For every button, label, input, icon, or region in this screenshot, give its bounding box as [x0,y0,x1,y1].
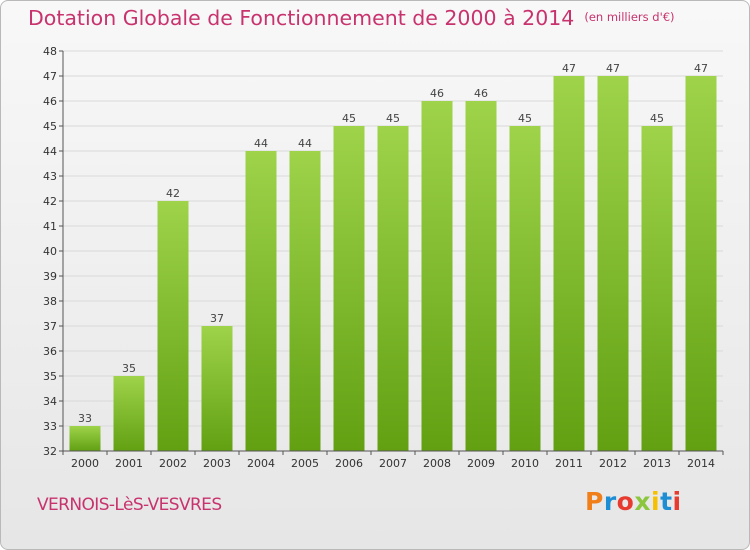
bar-value-label: 35 [122,362,136,375]
y-tick-label: 38 [43,295,57,308]
y-tick-label: 47 [43,70,57,83]
bar-value-label: 45 [518,112,532,125]
y-tick-label: 45 [43,120,57,133]
bar [157,201,189,451]
y-tick-label: 33 [43,420,57,433]
bars [69,76,717,451]
y-tick-label: 39 [43,270,57,283]
x-tick-label: 2014 [687,457,715,470]
bar [69,426,101,451]
bar-chart: 32 33 34 35 36 37 38 39 40 41 42 43 44 45 46 47 48 33 35 4… [43,45,724,470]
x-tick-label: 2001 [115,457,143,470]
bar-value-label: 37 [210,312,224,325]
bar-value-label: 44 [298,137,312,150]
logo-letter: t [660,487,673,516]
bar-value-label: 47 [606,62,620,75]
x-axis-ticks: 2000 2001 2002 2003 2004 2005 2006 2007 2008 2009… [62,451,724,470]
x-tick-label: 2013 [643,457,671,470]
x-tick-label: 2007 [379,457,407,470]
x-tick-label: 2011 [555,457,583,470]
bar-value-label: 42 [166,187,180,200]
y-tick-label: 41 [43,220,57,233]
y-tick-label: 42 [43,195,57,208]
commune-name: VERNOIS-LèS-VESVRES [37,495,222,515]
y-tick-label: 48 [43,45,57,58]
bar-value-label: 46 [474,87,488,100]
bar [465,101,497,451]
y-tick-label: 40 [43,245,57,258]
y-tick-label: 32 [43,445,57,458]
logo-letter: o [616,487,635,516]
y-tick-label: 46 [43,95,57,108]
x-tick-label: 2005 [291,457,319,470]
bar [421,101,453,451]
bar-value-label: 46 [430,87,444,100]
title-unit: (en milliers d'€) [584,10,675,24]
bar [377,126,409,451]
y-tick-label: 37 [43,320,57,333]
y-tick-label: 34 [43,395,57,408]
proxiti-logo[interactable]: Proxiti [585,487,682,516]
bar-value-label: 45 [342,112,356,125]
x-tick-label: 2002 [159,457,187,470]
x-tick-label: 2006 [335,457,363,470]
y-tick-label: 35 [43,370,57,383]
logo-letter: i [672,487,682,516]
logo-letter: P [585,487,604,516]
bar [685,76,717,451]
x-tick-label: 2003 [203,457,231,470]
title-text: Dotation Globale de Fonctionnement de 20… [28,6,575,30]
y-tick-label: 43 [43,170,57,183]
bar [113,376,145,451]
x-tick-label: 2000 [71,457,99,470]
bar-value-label: 45 [650,112,664,125]
y-tick-label: 44 [43,145,57,158]
x-tick-label: 2012 [599,457,627,470]
bar [597,76,629,451]
bar-value-label: 47 [562,62,576,75]
data-labels: 33 35 42 37 44 44 45 45 46 46 45 47 47 45 47 [78,62,708,425]
chart-title: Dotation Globale de Fonctionnement de 20… [28,6,675,30]
axes [62,51,723,452]
bar-value-label: 45 [386,112,400,125]
bar-value-label: 44 [254,137,268,150]
bar [641,126,673,451]
logo-letter: x [634,487,651,516]
bar [509,126,541,451]
logo-letter: r [603,487,617,516]
x-tick-label: 2004 [247,457,275,470]
bar [333,126,365,451]
x-tick-label: 2008 [423,457,451,470]
bar [553,76,585,451]
y-tick-label: 36 [43,345,57,358]
bar [245,151,277,451]
x-tick-label: 2009 [467,457,495,470]
bar [201,326,233,451]
y-axis-ticks: 32 33 34 35 36 37 38 39 40 41 42 43 44 45 46 47 48 [43,45,63,458]
bar-value-label: 47 [694,62,708,75]
x-tick-label: 2010 [511,457,539,470]
bar-value-label: 33 [78,412,92,425]
bar [289,151,321,451]
logo-letter: i [651,487,661,516]
